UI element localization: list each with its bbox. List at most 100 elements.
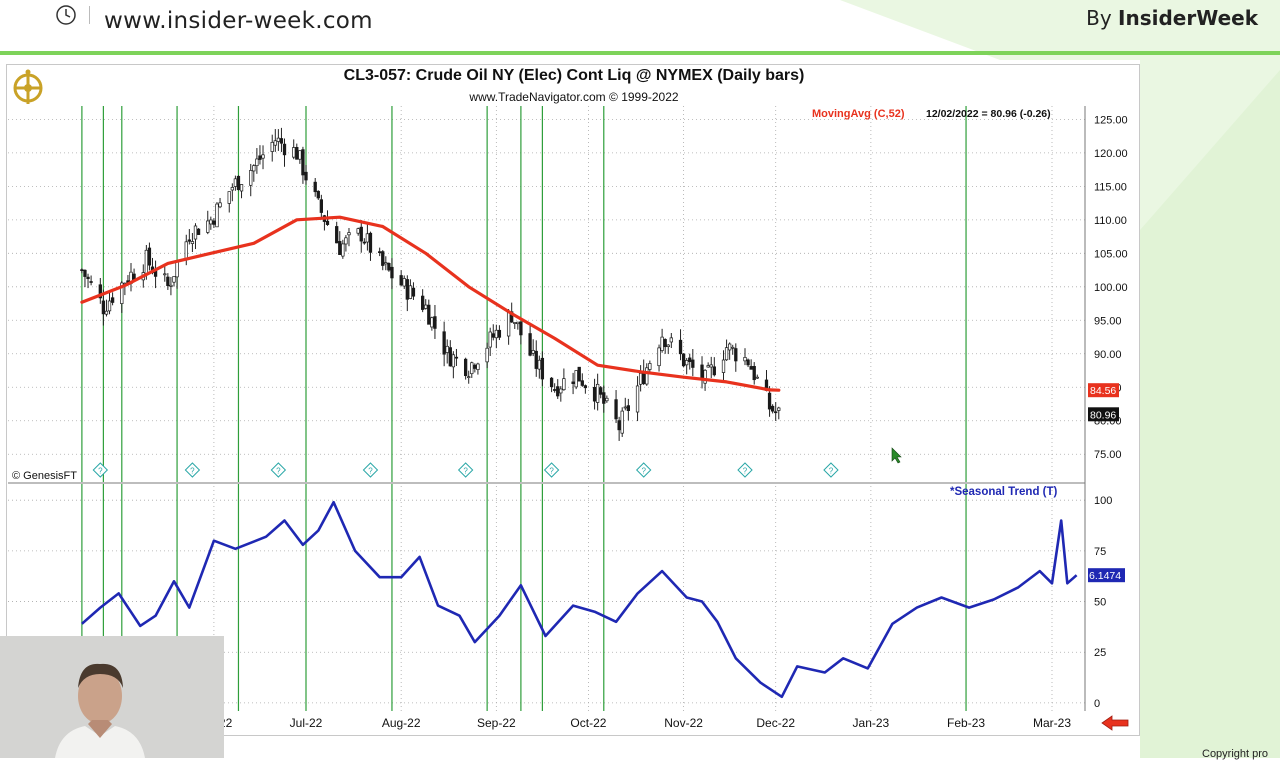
candle-up	[648, 363, 652, 370]
candle-down	[390, 266, 394, 279]
candle-up	[724, 347, 729, 361]
site-url[interactable]: www.insider-week.com	[104, 8, 373, 34]
month-tick-label: Nov-22	[664, 716, 703, 730]
top-bar: www.insider-week.com By InsiderWeek	[0, 0, 1280, 50]
candle-down	[338, 241, 342, 255]
price-tick-label: 100.00	[1094, 282, 1128, 294]
candle-down	[540, 357, 545, 380]
candle-up	[218, 202, 222, 208]
cycle-marker-diamond	[362, 462, 379, 478]
candle-down	[577, 366, 581, 382]
candle-up	[120, 282, 124, 304]
candle-down	[519, 321, 523, 336]
candle-down	[599, 387, 603, 395]
candle-up	[347, 232, 351, 236]
cycle-marker-glyph: ?	[190, 467, 195, 476]
candle-up	[620, 410, 624, 434]
candle-down	[83, 269, 87, 277]
candle-down	[421, 295, 425, 310]
candle-up	[261, 154, 265, 159]
cycle-marker-glyph: ?	[368, 467, 373, 476]
month-tick-label: Mar-23	[1033, 716, 1071, 730]
candle-up	[356, 228, 360, 234]
candle-down	[319, 199, 323, 213]
candle-up	[408, 285, 413, 299]
candle-up	[445, 345, 449, 353]
candle-down	[746, 359, 750, 366]
seasonal-tick-label: 50	[1094, 597, 1106, 609]
candle-down	[497, 329, 502, 338]
indicator-label: MovingAvg (C,52)	[812, 108, 905, 120]
candle-up	[451, 354, 456, 368]
candle-down	[712, 366, 716, 376]
cycle-marker-diamond	[457, 462, 474, 478]
candle-up	[623, 406, 627, 409]
candle-up	[660, 336, 664, 351]
divider	[89, 6, 90, 24]
candle-down	[442, 331, 446, 355]
candle-down	[101, 300, 106, 315]
candle-up	[169, 284, 173, 287]
month-tick-label: Dec-22	[756, 716, 795, 730]
seasonal-tick-label: 25	[1094, 647, 1106, 659]
candle-down	[316, 190, 320, 199]
price-tick-label: 90.00	[1094, 349, 1122, 361]
month-tick-label: Jul-22	[290, 716, 323, 730]
presenter-webcam	[0, 636, 224, 758]
candle-up	[485, 347, 489, 363]
cycle-marker-diamond	[635, 462, 652, 478]
candle-up	[685, 360, 689, 366]
candle-down	[448, 347, 452, 367]
candle-down	[770, 405, 775, 412]
clock-icon	[56, 5, 76, 25]
price-value-box	[1088, 407, 1119, 422]
candle-up	[743, 357, 747, 362]
candle-down	[774, 411, 778, 414]
cycle-marker-diamond	[92, 462, 109, 478]
price-tick-label: 115.00	[1094, 181, 1127, 193]
candle-down	[304, 171, 308, 181]
candle-down	[80, 269, 84, 272]
cycle-marker-glyph: ?	[276, 467, 281, 476]
candle-up	[516, 321, 520, 325]
candle-down	[571, 381, 575, 384]
seasonal-legend: *Seasonal Trend (T)	[950, 486, 1058, 498]
candle-up	[605, 397, 609, 402]
candle-down	[368, 232, 373, 253]
price-tick-label: 75.00	[1094, 449, 1122, 461]
candle-up	[384, 262, 388, 265]
candle-up	[506, 311, 511, 337]
candle-down	[86, 276, 90, 280]
candle-down	[681, 353, 686, 367]
candle-up	[344, 237, 348, 245]
candle-up	[239, 184, 244, 192]
candle-down	[187, 239, 191, 242]
candle-down	[767, 392, 772, 410]
candle-up	[144, 249, 149, 275]
candle-down	[147, 247, 152, 266]
candle-down	[335, 226, 339, 244]
candle-up	[470, 362, 474, 375]
candle-down	[454, 356, 459, 359]
candle-down	[378, 251, 382, 253]
seasonal-tick-label: 100	[1094, 495, 1112, 507]
price-value-label: 80.96	[1090, 409, 1116, 421]
cycle-marker-diamond	[184, 462, 201, 478]
candle-up	[402, 278, 406, 287]
candle-up	[488, 331, 492, 348]
mouse-cursor-icon	[891, 447, 902, 464]
candle-up	[721, 359, 726, 373]
chart-subtitle: www.TradeNavigator.com © 1999-2022	[469, 90, 679, 104]
seasonal-value-label: 6.1474	[1089, 570, 1121, 582]
candle-up	[104, 310, 109, 315]
header-underline	[0, 51, 1280, 55]
candle-down	[556, 386, 560, 397]
candle-down	[491, 333, 495, 338]
candle-up	[252, 165, 256, 172]
candle-up	[638, 373, 643, 385]
candle-down	[592, 386, 597, 402]
candle-up	[365, 233, 370, 243]
candle-down	[411, 287, 416, 297]
month-tick-label: Oct-22	[570, 716, 606, 730]
scroll-left-arrow-icon[interactable]	[1098, 714, 1132, 732]
